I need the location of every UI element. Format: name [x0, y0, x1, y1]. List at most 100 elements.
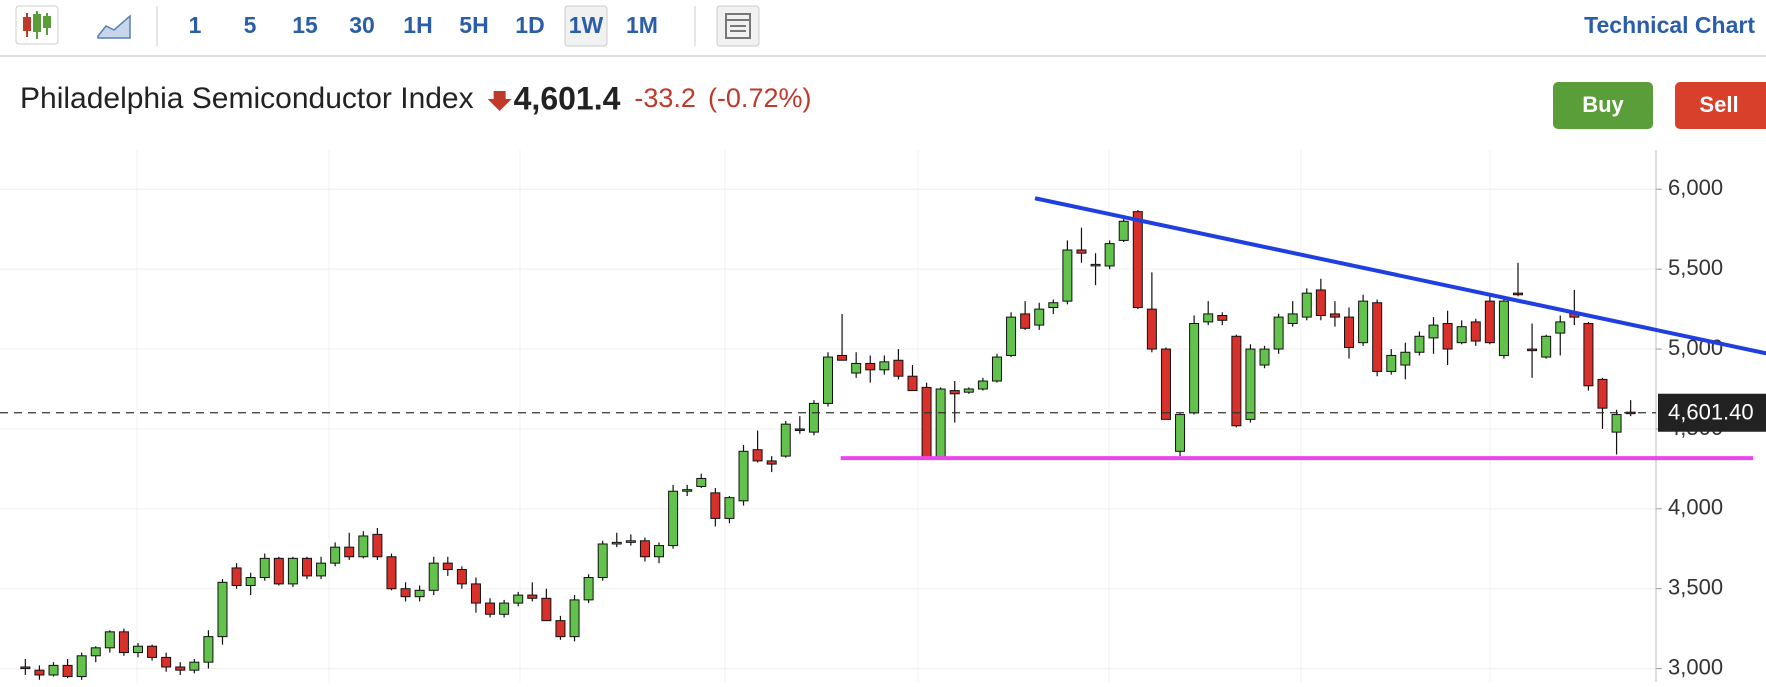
candle-body [358, 535, 369, 558]
candle-body [104, 631, 115, 649]
buy-button[interactable] [1553, 82, 1653, 129]
candle-body [1273, 316, 1284, 350]
candle-body [231, 567, 242, 587]
candle-body [963, 388, 974, 393]
candle-body [414, 589, 425, 598]
trendline [1034, 196, 1766, 356]
candle-body [1189, 322, 1200, 414]
candle-body [1513, 292, 1523, 296]
candle-body [1146, 308, 1157, 350]
interval-button[interactable]: 1H [403, 12, 432, 38]
candle-body [203, 636, 214, 663]
candle-body [1597, 378, 1608, 409]
candle-body [1076, 249, 1087, 254]
candle-body [161, 656, 172, 668]
candle-body [583, 577, 594, 601]
interval-button[interactable]: 5 [244, 12, 257, 38]
y-tick-label: 4,000 [1668, 495, 1723, 520]
candle-body [1231, 335, 1242, 427]
candle-body [400, 588, 411, 598]
candle-body [1104, 243, 1115, 267]
candle-body [499, 602, 510, 615]
interval-button[interactable]: 1D [515, 12, 544, 38]
candle-body [1006, 316, 1017, 356]
candle-body [907, 375, 918, 392]
y-tick-label: 6,000 [1668, 175, 1723, 200]
candle-body [935, 388, 946, 459]
candle-body [1358, 300, 1369, 344]
candle-body [639, 540, 650, 558]
last-price-tag [1658, 393, 1766, 432]
candle-body [245, 577, 256, 587]
price: 4,601.4 [514, 80, 621, 116]
instrument-name: Philadelphia Semiconductor Index [20, 82, 474, 115]
candle-body [118, 631, 129, 654]
candle-body [611, 541, 622, 545]
candle-body [977, 380, 988, 390]
candle-body [1034, 308, 1045, 326]
candle-body [823, 356, 833, 404]
candle-body [1484, 300, 1495, 344]
candle-body [780, 423, 791, 457]
candle-body [1470, 321, 1481, 342]
candle-body [189, 661, 200, 671]
candle-body [470, 583, 481, 604]
candle-body [386, 556, 397, 590]
candle-body [76, 655, 87, 678]
candle-body [949, 390, 960, 395]
candle-body [147, 645, 158, 658]
candle-body [1583, 322, 1594, 387]
candle-body [1175, 414, 1186, 452]
y-tick-label: 5,500 [1668, 255, 1723, 280]
candle-body [428, 562, 439, 591]
candle-body [344, 546, 355, 558]
candle-body [442, 562, 453, 571]
y-tick-label: 3,500 [1668, 575, 1723, 600]
candle-body [1344, 316, 1355, 348]
candle-body [1160, 348, 1171, 420]
candle-body [1315, 289, 1326, 317]
candle-body [738, 450, 749, 502]
candle-body [1020, 313, 1031, 329]
candle-body [654, 545, 665, 558]
toolbar-title[interactable]: Technical Chart [1584, 12, 1755, 38]
toolbar: Technical Chart [0, 5, 1766, 57]
interval-button[interactable]: 1W [569, 12, 604, 38]
sell-button[interactable] [1675, 82, 1766, 129]
interval-button[interactable]: 5H [459, 12, 488, 38]
y-tick-label: 3,000 [1668, 654, 1723, 679]
buy-label[interactable]: Buy [1582, 92, 1624, 117]
candle-body [991, 356, 1002, 382]
last-price-label: 4,601.40 [1668, 400, 1754, 425]
change: -33.2 [634, 83, 696, 113]
interval-button[interactable]: 30 [349, 12, 375, 38]
interval-button[interactable]: 15 [292, 12, 318, 38]
candle-body [668, 490, 679, 547]
candle-body [1555, 321, 1566, 334]
candle-body [34, 669, 45, 676]
candle-body [1301, 292, 1312, 318]
candle-body [1090, 263, 1101, 267]
sell-label[interactable]: Sell [1699, 92, 1738, 117]
candle-body [921, 386, 932, 460]
candle-body [541, 597, 552, 622]
candle-body [1118, 220, 1129, 241]
candle-body [808, 402, 819, 433]
candle-body [1400, 351, 1411, 366]
candle-body [1203, 313, 1214, 323]
layout-icon [725, 13, 751, 39]
candle-body [20, 666, 31, 670]
area-icon[interactable] [97, 14, 131, 39]
candle-body [696, 477, 707, 487]
candle-body [217, 581, 228, 638]
interval-button[interactable]: 1M [626, 12, 658, 38]
candle-body [569, 599, 580, 638]
interval-button[interactable]: 1 [189, 12, 202, 38]
candle-body [90, 647, 101, 657]
candle-body [527, 594, 538, 599]
down-arrow [487, 91, 512, 111]
candle-body [1498, 300, 1509, 356]
candle-body [1456, 326, 1467, 344]
